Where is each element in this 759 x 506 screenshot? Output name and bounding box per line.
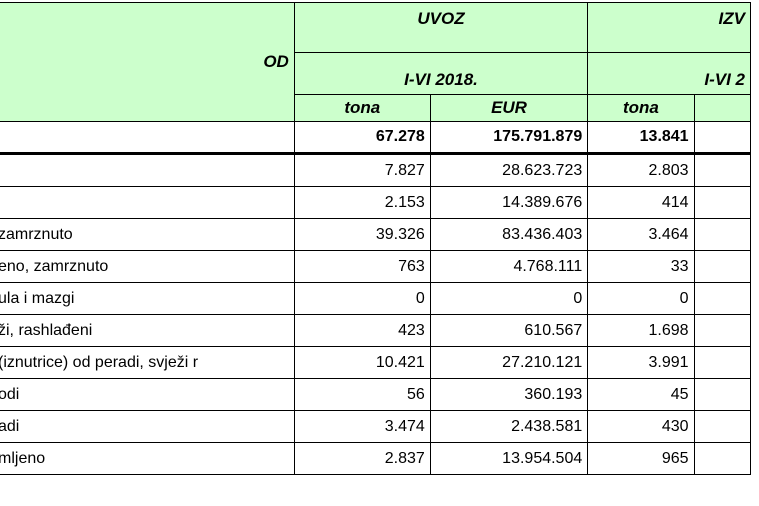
row-label: eno, zamrznuto bbox=[0, 250, 295, 283]
cell-export-eur bbox=[693, 378, 752, 411]
cell-export-eur bbox=[693, 442, 752, 475]
cell-export-tona: 414 bbox=[587, 186, 695, 219]
table-row: odi 56 360.193 45 bbox=[0, 378, 752, 411]
unit-eur-import: EUR bbox=[429, 94, 589, 122]
header-period-row: I-VI 2018. I-VI 2 bbox=[0, 52, 751, 95]
row-label: mljeno bbox=[0, 442, 295, 475]
cell-export-tona: 965 bbox=[587, 442, 695, 475]
cell-tona: 39.326 bbox=[293, 218, 431, 251]
cell-export-tona: 3.991 bbox=[587, 346, 695, 379]
row-label: zamrznuto bbox=[0, 218, 295, 251]
cell-eur: 610.567 bbox=[429, 314, 589, 347]
cell-eur: 360.193 bbox=[429, 378, 589, 411]
cell-export-eur bbox=[693, 250, 752, 283]
cell-export-tona: 0 bbox=[587, 282, 695, 315]
trade-table: OD UVOZ IZV I-VI 2018. I-VI 2 tona EUR t… bbox=[0, 2, 752, 475]
cell-export-eur bbox=[693, 410, 752, 443]
cell-eur: 14.389.676 bbox=[429, 186, 589, 219]
cell-export-tona: 45 bbox=[587, 378, 695, 411]
total-export-tona: 13.841 bbox=[587, 121, 695, 155]
cell-export-eur bbox=[693, 218, 752, 251]
row-label: (iznutrice) od peradi, svježi r bbox=[0, 346, 295, 379]
row-label bbox=[0, 186, 295, 219]
export-period: I-VI 2 bbox=[587, 52, 751, 95]
cell-eur: 28.623.723 bbox=[429, 153, 589, 187]
cell-tona: 10.421 bbox=[293, 346, 431, 379]
cell-eur: 2.438.581 bbox=[429, 410, 589, 443]
total-row: 67.278 175.791.879 13.841 bbox=[0, 121, 752, 155]
cell-eur: 4.768.111 bbox=[429, 250, 589, 283]
cell-tona: 2.153 bbox=[293, 186, 431, 219]
cell-tona: 3.474 bbox=[293, 410, 431, 443]
cell-tona: 763 bbox=[293, 250, 431, 283]
header-unit-row: tona EUR tona bbox=[0, 94, 752, 122]
table-row: (iznutrice) od peradi, svježi r 10.421 27.… bbox=[0, 346, 752, 379]
cell-export-eur bbox=[693, 282, 752, 315]
table-row: ži, rashlađeni 423 610.567 1.698 bbox=[0, 314, 752, 347]
cell-eur: 27.210.121 bbox=[429, 346, 589, 379]
cell-export-eur bbox=[693, 346, 752, 379]
unit-eur-export bbox=[693, 94, 752, 122]
unit-tona-export: tona bbox=[587, 94, 695, 122]
total-label bbox=[0, 121, 295, 155]
cell-tona: 0 bbox=[293, 282, 431, 315]
header-group-row: OD UVOZ IZV bbox=[0, 2, 751, 122]
table-row: ula i mazgi 0 0 0 bbox=[0, 282, 752, 315]
row-label: odi bbox=[0, 378, 295, 411]
table-body: 7.827 28.623.723 2.803 2.153 14.389.676 414 za… bbox=[0, 153, 752, 475]
import-header: UVOZ bbox=[293, 2, 589, 53]
table-row: mljeno 2.837 13.954.504 965 bbox=[0, 442, 752, 475]
cell-export-tona: 3.464 bbox=[587, 218, 695, 251]
cell-tona: 56 bbox=[293, 378, 431, 411]
table-row: zamrznuto 39.326 83.436.403 3.464 bbox=[0, 218, 752, 251]
import-period: I-VI 2018. bbox=[293, 52, 589, 95]
cell-export-tona: 1.698 bbox=[587, 314, 695, 347]
cell-tona: 7.827 bbox=[293, 153, 431, 187]
cell-eur: 83.436.403 bbox=[429, 218, 589, 251]
cell-export-tona: 2.803 bbox=[587, 153, 695, 187]
cell-eur: 13.954.504 bbox=[429, 442, 589, 475]
cell-export-eur bbox=[693, 314, 752, 347]
table-row: 7.827 28.623.723 2.803 bbox=[0, 153, 752, 187]
row-label-header: OD bbox=[0, 2, 295, 122]
cell-tona: 2.837 bbox=[293, 442, 431, 475]
row-label: adi bbox=[0, 410, 295, 443]
total-tona: 67.278 bbox=[293, 121, 431, 155]
total-export-eur bbox=[693, 121, 752, 155]
cell-tona: 423 bbox=[293, 314, 431, 347]
export-header: IZV bbox=[587, 2, 751, 53]
table-row: adi 3.474 2.438.581 430 bbox=[0, 410, 752, 443]
total-eur: 175.791.879 bbox=[429, 121, 589, 155]
cell-export-eur bbox=[693, 153, 752, 187]
row-label: ži, rashlađeni bbox=[0, 314, 295, 347]
cell-eur: 0 bbox=[429, 282, 589, 315]
table-row: eno, zamrznuto 763 4.768.111 33 bbox=[0, 250, 752, 283]
cell-export-eur bbox=[693, 186, 752, 219]
unit-tona-import: tona bbox=[293, 94, 431, 122]
table-row: 2.153 14.389.676 414 bbox=[0, 186, 752, 219]
row-label bbox=[0, 153, 295, 187]
cell-export-tona: 33 bbox=[587, 250, 695, 283]
cell-export-tona: 430 bbox=[587, 410, 695, 443]
row-label: ula i mazgi bbox=[0, 282, 295, 315]
